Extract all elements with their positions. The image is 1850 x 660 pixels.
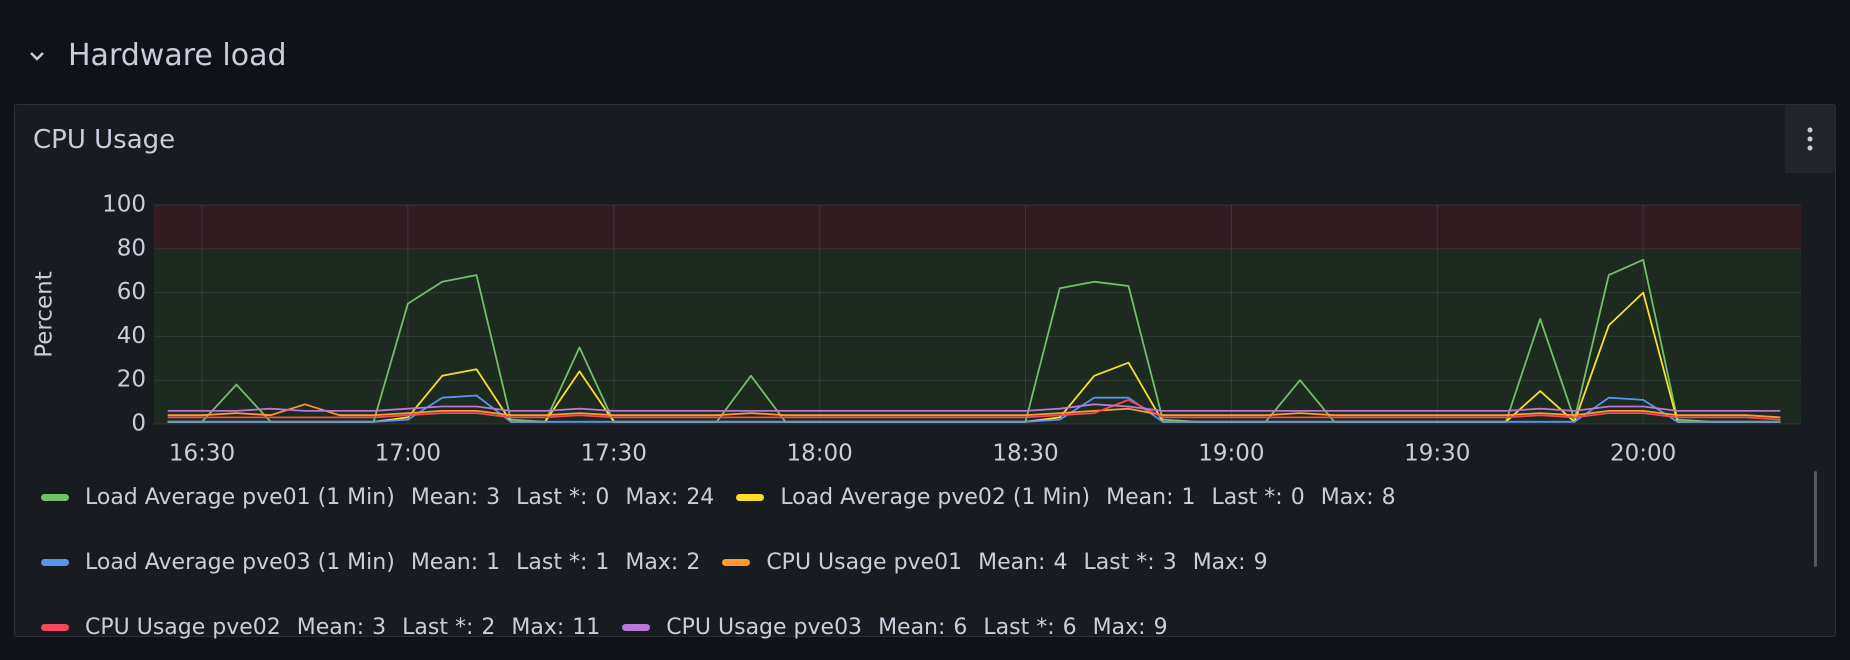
legend-stat-value: 6 <box>953 615 968 640</box>
legend-item[interactable]: Load Average pve01 (1 Min) Mean: 3 Last *: 0… <box>41 485 714 510</box>
legend-stat-label: Mean: <box>878 615 946 640</box>
legend-label: Load Average pve01 (1 Min) <box>85 485 395 510</box>
series-line <box>167 403 1781 419</box>
x-tick-label: 17:30 <box>581 441 647 467</box>
legend-stat-label: Max: <box>625 485 679 510</box>
y-tick-label: 0 <box>131 411 146 437</box>
legend-label: CPU Usage pve01 <box>766 550 963 575</box>
legend-label: Load Average pve03 (1 Min) <box>85 550 395 575</box>
legend-stat-label: Last *: <box>1083 550 1155 575</box>
threshold-band <box>154 248 1801 424</box>
y-axis-label: Percent <box>32 271 58 358</box>
legend-stat-value: 0 <box>1290 485 1305 510</box>
series-line <box>167 394 1781 423</box>
legend-item[interactable]: CPU Usage pve03 Mean: 6 Last *: 6 Max: 9 <box>622 615 1168 640</box>
legend-stat-value: 6 <box>1062 615 1077 640</box>
legend-swatch <box>722 559 751 566</box>
legend-swatch <box>41 559 69 566</box>
legend-swatch <box>41 494 69 501</box>
legend-stat-value: 2 <box>481 615 496 640</box>
legend-stat-label: Last *: <box>1211 485 1283 510</box>
legend-swatch <box>622 624 651 631</box>
panel-title: CPU Usage <box>33 125 176 155</box>
legend-stat-label: Max: <box>1192 550 1246 575</box>
y-tick-label: 20 <box>117 367 146 393</box>
legend-stat-value: 0 <box>595 485 610 510</box>
y-tick-label: 100 <box>102 192 146 218</box>
x-tick-label: 20:00 <box>1610 441 1676 467</box>
legend-stat-label: Last *: <box>516 550 588 575</box>
legend-stat-value: 3 <box>486 485 501 510</box>
legend-stat-label: Last *: <box>983 615 1055 640</box>
legend-stat-label: Last *: <box>402 615 474 640</box>
legend-stat-label: Mean: <box>410 550 479 575</box>
legend-stat-value: 24 <box>686 485 715 510</box>
legend-stat-value: 1 <box>486 550 501 575</box>
series-line <box>167 403 1781 412</box>
legend-stat-value: 3 <box>1162 550 1177 575</box>
y-tick-label: 80 <box>117 235 146 261</box>
legend-label: Load Average pve02 (1 Min) <box>780 485 1091 510</box>
legend-stat-value: 9 <box>1253 550 1268 575</box>
legend-stat-label: Max: <box>1320 485 1374 510</box>
legend-item[interactable]: CPU Usage pve02 Mean: 3 Last *: 2 Max: 11 <box>41 615 600 640</box>
legend-stat-value: 11 <box>572 615 601 640</box>
legend-stat-label: Max: <box>625 550 679 575</box>
legend-stat-value: 1 <box>595 550 610 575</box>
legend-label: CPU Usage pve03 <box>666 615 863 640</box>
legend-stat-label: Mean: <box>296 615 365 640</box>
panel-menu[interactable] <box>1785 105 1835 173</box>
x-tick-label: 17:00 <box>375 441 441 467</box>
legend-stat-value: 4 <box>1053 550 1068 575</box>
menu-icon <box>1807 127 1813 151</box>
legend-swatch <box>41 624 69 631</box>
x-tick-label: 19:30 <box>1404 441 1470 467</box>
x-tick-label: 19:00 <box>1198 441 1264 467</box>
section-header[interactable]: Hardware load <box>28 38 287 73</box>
chart: 0 20 40 60 80 100 16:30 17:00 17:30 18:00 18:30 19:… <box>32 192 1801 467</box>
y-tick-label: 40 <box>117 323 146 349</box>
collapse-icon <box>30 51 44 61</box>
x-tick-label: 16:30 <box>169 441 235 467</box>
legend-swatch <box>736 494 765 501</box>
legend-item[interactable]: Load Average pve03 (1 Min) Mean: 1 Last *: 1… <box>41 550 700 575</box>
legend-stat-value: 1 <box>1181 485 1196 510</box>
legend-stat-value: 3 <box>372 615 387 640</box>
scrollbar[interactable] <box>1814 471 1817 567</box>
legend-label: CPU Usage pve02 <box>85 615 281 640</box>
section-title: Hardware load <box>68 38 287 73</box>
legend-stat-label: Mean: <box>978 550 1046 575</box>
legend-stat-value: 2 <box>686 550 701 575</box>
threshold-band <box>154 205 1801 249</box>
x-tick-label: 18:30 <box>992 441 1058 467</box>
legend-stat-value: 8 <box>1381 485 1396 510</box>
legend-stat-label: Max: <box>511 615 565 640</box>
legend-stat-value: 9 <box>1153 615 1168 640</box>
legend-item[interactable]: CPU Usage pve01 Mean: 4 Last *: 3 Max: 9 <box>722 550 1268 575</box>
legend-stat-label: Mean: <box>1106 485 1174 510</box>
y-tick-label: 60 <box>117 279 146 305</box>
legend-item[interactable]: Load Average pve02 (1 Min) Mean: 1 Last *: 0… <box>736 485 1396 510</box>
legend-stat-label: Max: <box>1092 615 1146 640</box>
series-line <box>167 399 1781 421</box>
legend-stat-label: Mean: <box>410 485 479 510</box>
legend: Load Average pve01 (1 Min) Mean: 3 Last *: 0… <box>41 485 1801 660</box>
panel: CPU Usage 0 20 40 60 80 100 16:30 17:00 17:30 18:… <box>14 104 1836 640</box>
legend-stat-label: Last *: <box>516 485 588 510</box>
x-tick-label: 18:00 <box>787 441 853 467</box>
